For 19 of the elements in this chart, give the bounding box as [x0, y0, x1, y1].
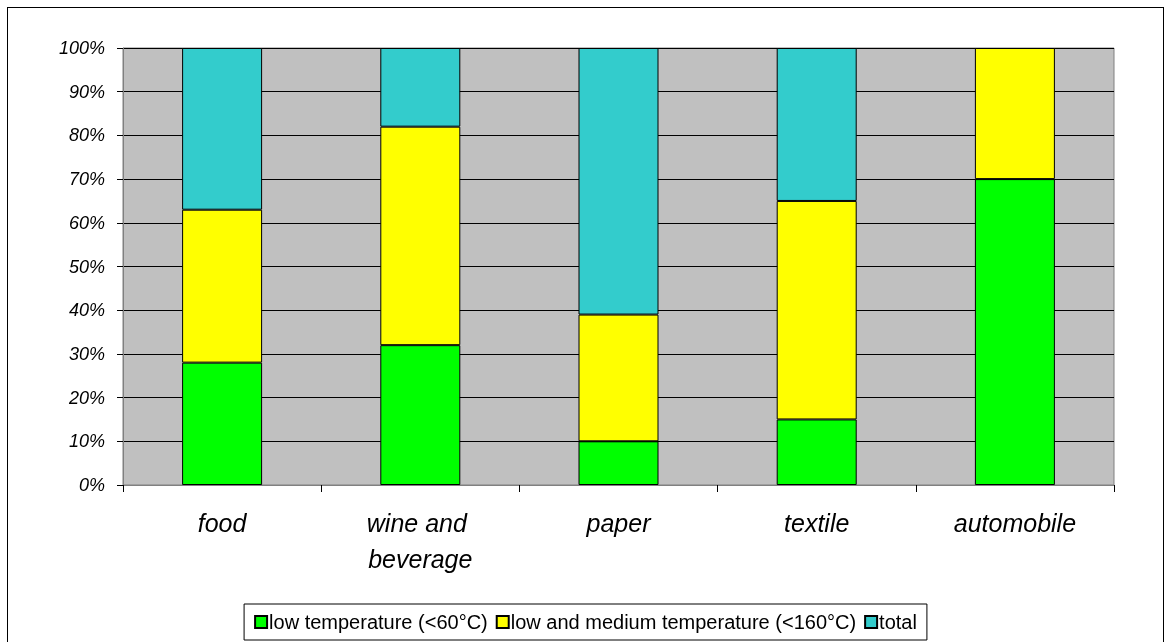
legend-label: total — [879, 611, 917, 633]
y-tick-label: 30% — [68, 343, 105, 364]
legend-label: low temperature (<60°C) — [269, 611, 488, 633]
x-tick-label: wine and beverage — [366, 509, 474, 573]
x-tick-label: paper — [585, 509, 653, 537]
x-tick-label: textile — [784, 509, 850, 537]
y-tick-label: 50% — [68, 256, 105, 277]
y-tick-label: 10% — [68, 431, 105, 452]
x-tick-label: automobile — [953, 509, 1077, 537]
y-tick-label: 60% — [68, 212, 105, 233]
y-tick-label: 0% — [78, 475, 105, 495]
legend-label: low and medium temperature (<160°C) — [510, 611, 857, 633]
y-tick-label: 80% — [68, 125, 105, 146]
y-tick-label: 70% — [68, 169, 105, 190]
y-tick-label: 90% — [68, 81, 105, 102]
y-tick-label: 20% — [67, 387, 105, 408]
x-tick-label: food — [197, 509, 248, 537]
y-tick-label: 40% — [68, 300, 105, 321]
y-tick-label: 100% — [58, 38, 105, 58]
